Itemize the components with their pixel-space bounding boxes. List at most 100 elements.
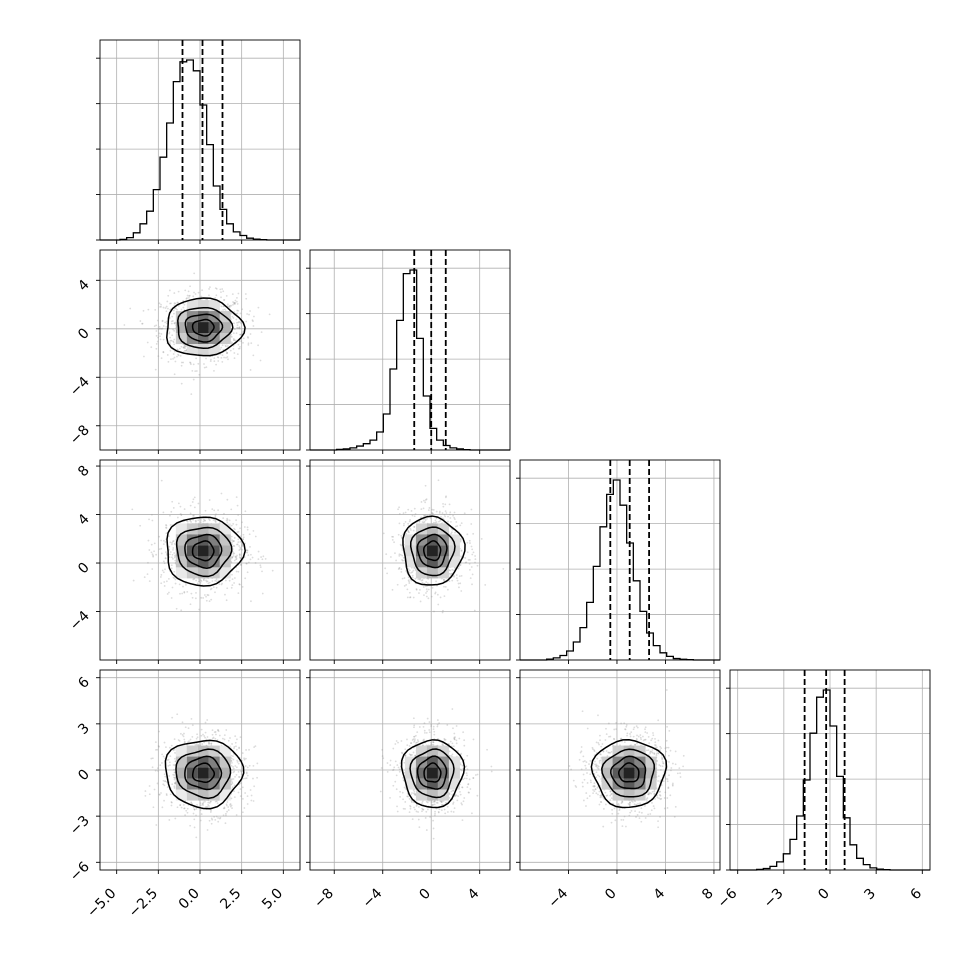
scatter-point [193, 514, 195, 517]
scatter-point [183, 349, 186, 352]
scatter-point [456, 799, 459, 802]
scatter-point [424, 484, 427, 487]
scatter-point [214, 287, 217, 289]
scatter-point [245, 749, 247, 751]
scatter-point [237, 321, 240, 324]
scatter-point [217, 820, 220, 823]
scatter-point [239, 557, 242, 560]
scatter-point [211, 508, 214, 511]
scatter-point [186, 811, 189, 814]
scatter-point [402, 512, 405, 515]
scatter-point [207, 594, 210, 597]
scatter-point [181, 734, 184, 736]
scatter-point [208, 499, 211, 501]
scatter-point [252, 765, 255, 767]
scatter-point [413, 806, 415, 809]
scatter-point [245, 562, 248, 565]
scatter-point [235, 570, 238, 573]
scatter-point [141, 322, 144, 325]
scatter-point [455, 577, 458, 580]
scatter-point [203, 735, 206, 737]
scatter-point [170, 567, 173, 570]
scatter-point [241, 548, 244, 551]
scatter-point [160, 479, 163, 482]
scatter-point [248, 748, 250, 751]
scatter-point [246, 571, 249, 574]
scatter-point [210, 358, 212, 361]
scatter-point [237, 343, 240, 346]
scatter-point [460, 555, 463, 558]
scatter-point [434, 521, 437, 524]
scatter-point [251, 556, 254, 559]
scatter-point [446, 811, 449, 813]
scatter-point [173, 577, 176, 579]
scatter-point [173, 343, 176, 346]
scatter-point [427, 577, 430, 580]
scatter-point [177, 349, 179, 351]
scatter-point [232, 555, 235, 557]
scatter-point [164, 568, 166, 571]
scatter-point [226, 498, 229, 501]
scatter-point [421, 521, 424, 523]
scatter-point [205, 579, 207, 582]
scatter-point [246, 549, 248, 551]
scatter-point [246, 336, 249, 338]
scatter-point [173, 738, 176, 741]
scatter-point [179, 505, 182, 508]
scatter-point [156, 319, 159, 322]
scatter-point [165, 524, 168, 527]
scatter-point [177, 353, 179, 356]
scatter-point [398, 513, 401, 515]
density-cell [219, 567, 231, 579]
scatter-point [183, 740, 186, 743]
scatter-point [131, 508, 134, 511]
scatter-point [168, 289, 171, 292]
scatter-point [147, 539, 150, 542]
scatter-point [413, 525, 416, 528]
scatter-point [470, 545, 473, 548]
scatter-point [474, 561, 476, 564]
scatter-point [226, 801, 229, 803]
scatter-point [249, 789, 252, 791]
scatter-point [256, 776, 258, 779]
scatter-point [226, 810, 228, 813]
scatter-point [233, 527, 235, 530]
scatter-point [220, 305, 223, 308]
scatter-point [386, 572, 389, 575]
scatter-point [168, 591, 170, 594]
scatter-point [470, 566, 473, 568]
scatter-point [191, 501, 194, 503]
scatter-point [182, 803, 185, 806]
scatter-point [242, 337, 245, 340]
scatter-point [211, 580, 214, 582]
scatter-point [162, 351, 165, 353]
scatter-point [196, 582, 199, 585]
scatter-point [139, 524, 142, 527]
scatter-point [236, 326, 238, 329]
scatter-point [148, 793, 151, 796]
scatter-point [235, 557, 238, 560]
scatter-point [231, 341, 233, 344]
scatter-point [442, 505, 445, 508]
scatter-point [198, 580, 200, 582]
scatter-point [459, 540, 462, 543]
scatter-point [206, 829, 209, 831]
scatter-point [227, 806, 230, 808]
scatter-point [169, 553, 171, 556]
scatter-point [449, 574, 452, 577]
scatter-point [156, 782, 159, 785]
scatter-point [202, 733, 204, 736]
scatter-point [164, 321, 167, 324]
scatter-point [148, 785, 151, 787]
scatter-point [164, 775, 167, 778]
scatter-point [398, 566, 401, 569]
scatter-point [161, 327, 164, 330]
scatter-point [398, 555, 401, 557]
scatter-point [197, 519, 200, 522]
scatter-point [400, 568, 403, 571]
panel-grid [100, 250, 300, 450]
scatter-point [401, 554, 404, 557]
scatter-point [459, 524, 462, 527]
scatter-point [148, 580, 151, 583]
scatter-point [230, 561, 233, 564]
